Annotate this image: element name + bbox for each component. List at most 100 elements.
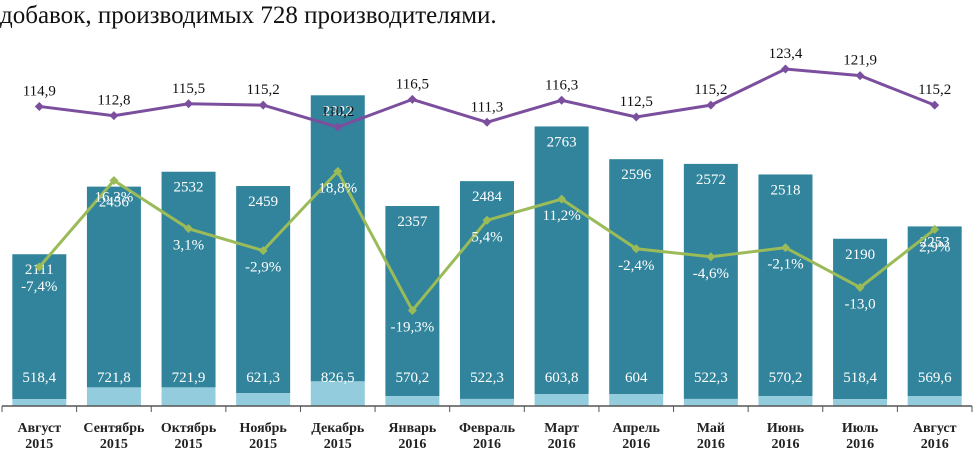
bar-dark-label: 2253: [920, 234, 950, 250]
series-label-purple: 110,2: [321, 104, 354, 120]
series-point-purple: [109, 111, 119, 121]
series-point-purple: [407, 94, 417, 104]
x-tick-label: Март: [544, 421, 579, 436]
series-label-purple: 121,9: [843, 53, 877, 69]
bar-light-label: 621,3: [246, 370, 280, 386]
bar-light-segment: [385, 396, 440, 406]
bar-light-segment: [161, 387, 216, 406]
bar-dark-segment: [161, 171, 216, 388]
series-point-green: [109, 176, 119, 186]
x-tick-label-year: 2015: [324, 437, 352, 452]
series-point-purple: [184, 99, 194, 109]
series-label-purple: 115,5: [172, 81, 205, 97]
bar-light-label: 570,2: [396, 370, 430, 386]
series-point-purple: [855, 71, 865, 81]
series-point-green: [557, 194, 567, 204]
x-tick-label-year: 2016: [921, 437, 949, 452]
page-caption: добавок, производимых 728 производителям…: [0, 2, 497, 29]
series-label-green: 16,3%: [95, 190, 134, 206]
bar-light-label: 569,6: [918, 370, 952, 386]
series-point-purple: [780, 64, 790, 74]
x-tick-label: Декабрь: [311, 421, 365, 436]
bar-dark-label: 2484: [472, 189, 503, 205]
series-point-purple: [557, 95, 567, 105]
bar-dark-label: 2518: [770, 182, 800, 198]
series-point-green: [930, 224, 940, 234]
bar-light-segment: [609, 394, 664, 406]
series-point-green: [780, 243, 790, 253]
series-label-purple: 114,9: [23, 83, 56, 99]
series-point-purple: [333, 122, 343, 132]
series-point-green: [333, 166, 343, 176]
bar-dark-label: 2456: [99, 195, 130, 211]
series-point-green: [407, 305, 417, 315]
series-point-green: [258, 246, 268, 256]
series-label-green: 18,8%: [318, 180, 357, 196]
bar-dark-segment: [86, 186, 141, 388]
x-tick-label-year: 2016: [398, 437, 426, 452]
x-tick-label: Октябрь: [161, 421, 217, 436]
bar-dark-segment: [683, 163, 738, 399]
series-point-purple: [258, 100, 268, 110]
bar-dark-label: 2763: [547, 134, 577, 150]
series-label-green: -2,9%: [245, 260, 281, 276]
x-tick-label: Август: [17, 421, 61, 436]
bar-light-label: 522,3: [694, 370, 728, 386]
bar-dark-label: 2357: [397, 214, 428, 230]
x-tick-label-year: 2016: [846, 437, 874, 452]
series-point-green: [631, 244, 641, 254]
x-tick-label: Февраль: [459, 421, 516, 436]
bar-dark-label: 2459: [248, 194, 278, 210]
bar-light-segment: [758, 396, 813, 406]
bar-dark-label: 2596: [621, 167, 652, 183]
bar-light-label: 570,2: [769, 370, 803, 386]
bar-light-segment: [534, 394, 589, 406]
bar-dark-label: 2922: [323, 103, 353, 119]
x-tick-label: Июль: [842, 421, 879, 436]
bar-dark-segment: [236, 186, 291, 394]
bar-dark-label: 2532: [174, 180, 204, 196]
bar-light-segment: [236, 393, 291, 406]
series-label-green: 5,4%: [471, 229, 502, 245]
bar-light-segment: [907, 396, 962, 406]
series-point-purple: [482, 117, 492, 127]
x-tick-label: Ноябрь: [239, 421, 287, 436]
x-tick-label-year: 2016: [548, 437, 576, 452]
series-label-purple: 112,5: [620, 94, 653, 110]
series-point-green: [184, 224, 194, 234]
x-tick-label: Май: [697, 421, 725, 436]
series-point-green: [482, 215, 492, 225]
bar-light-label: 518,4: [843, 370, 877, 386]
x-tick-label: Январь: [388, 421, 437, 436]
x-tick-label-year: 2016: [473, 437, 501, 452]
series-point-green: [706, 252, 716, 262]
x-tick-label-year: 2016: [771, 437, 799, 452]
x-tick-label: Июнь: [767, 421, 805, 436]
series-label-purple: 115,2: [247, 82, 280, 98]
bar-dark-segment: [385, 206, 440, 397]
bar-light-segment: [12, 399, 67, 406]
bar-light-label: 721,8: [97, 370, 131, 386]
series-label-green: -7,4%: [21, 279, 57, 295]
series-label-green: 2,9%: [919, 239, 950, 255]
series-label-purple: 111,3: [471, 99, 504, 115]
bar-dark-segment: [534, 126, 589, 395]
bar-light-label: 604: [625, 370, 648, 386]
bar-light-segment: [86, 387, 141, 406]
bar-light-label: 721,9: [172, 370, 206, 386]
bar-dark-label: 2190: [845, 247, 875, 263]
series-point-green: [855, 282, 865, 292]
bar-light-label: 522,3: [470, 370, 504, 386]
x-tick-label: Сентябрь: [83, 421, 145, 436]
bar-light-segment: [310, 381, 365, 406]
bar-light-segment: [833, 399, 888, 406]
bar-dark-segment: [758, 174, 813, 397]
series-label-green: -4,6%: [693, 266, 729, 282]
series-label-green: 3,1%: [173, 238, 204, 254]
series-label-purple: 116,3: [545, 77, 578, 93]
x-tick-label-year: 2015: [25, 437, 53, 452]
bar-light-segment: [460, 398, 514, 406]
bar-dark-segment: [907, 226, 962, 397]
x-tick-label: Апрель: [613, 421, 661, 436]
